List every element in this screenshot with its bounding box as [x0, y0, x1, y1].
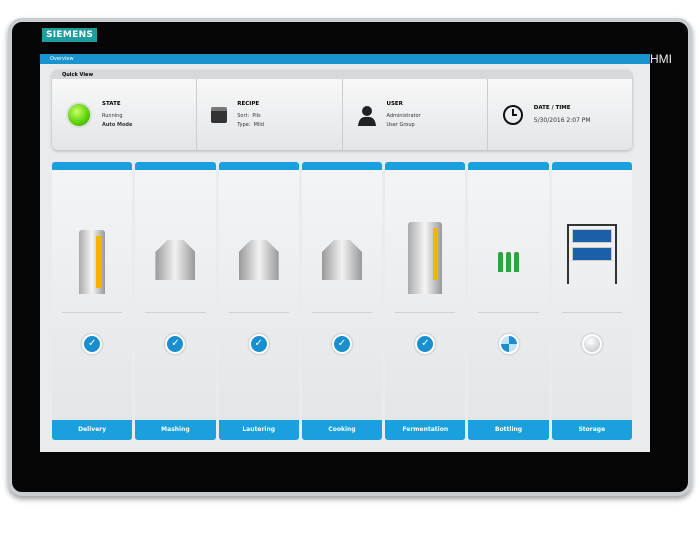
checkmark-icon: ✓	[165, 334, 186, 354]
recipe-cell[interactable]: RECIPE Sort: Pils Type: Mild	[197, 79, 343, 150]
equipment-illustration	[52, 184, 132, 294]
step-header	[301, 162, 383, 170]
equipment-illustration	[552, 184, 632, 294]
divider	[62, 312, 123, 313]
step-header	[52, 162, 133, 170]
divider	[145, 312, 206, 313]
quick-view-title: Quick View	[52, 70, 632, 79]
user-group: User Group	[386, 122, 415, 128]
recipe-drawer-icon	[211, 106, 228, 123]
datetime-title: DATE / TIME	[533, 105, 571, 111]
equipment-illustration	[385, 184, 465, 294]
step-delivery[interactable]: ✓ Delivery	[52, 162, 133, 440]
type-value: Mild	[253, 122, 264, 128]
user-name: Administrator	[386, 113, 421, 119]
checkmark-icon: ✓	[331, 334, 352, 354]
process-steps: ✓ Delivery ✓ Mashing ✓ Lautering ✓ Cooking ✓ Ferm…	[52, 162, 632, 440]
step-cooking[interactable]: ✓ Cooking	[301, 162, 383, 440]
state-title: STATE	[102, 101, 121, 107]
equipment-illustration	[135, 184, 215, 294]
equipment-illustration	[468, 184, 548, 294]
type-label: Type:	[237, 122, 251, 128]
step-header	[385, 162, 466, 170]
clock-icon	[502, 104, 523, 125]
divider	[395, 312, 456, 313]
state-running: Running	[102, 113, 123, 119]
quick-view-panel: Quick View STATE Running Auto Mode RECIP…	[52, 70, 632, 150]
sort-value: Pils	[252, 113, 261, 119]
hmi-screen: Overview Quick View STATE Running Auto M…	[40, 54, 650, 452]
hmi-panel: SIEMENS SIMATIC HMI Overview Quick View …	[8, 18, 692, 496]
datetime-value: 5/30/2016 2:07 PM	[533, 117, 591, 124]
state-cell: STATE Running Auto Mode	[52, 79, 198, 150]
step-button[interactable]: Lautering	[218, 420, 299, 440]
step-button[interactable]: Cooking	[301, 420, 383, 440]
checkmark-icon: ✓	[82, 334, 103, 354]
user-title: USER	[386, 101, 403, 107]
checkmark-icon: ✓	[415, 334, 436, 354]
divider	[478, 312, 539, 313]
siemens-logo: SIEMENS	[42, 28, 98, 42]
step-lautering[interactable]: ✓ Lautering	[218, 162, 299, 440]
state-mode: Auto Mode	[102, 122, 133, 128]
step-fermentation[interactable]: ✓ Fermentation	[385, 162, 466, 440]
page-title: Overview	[50, 56, 74, 62]
step-storage[interactable]: Storage	[551, 162, 632, 440]
running-icon	[498, 334, 519, 354]
step-button[interactable]: Fermentation	[385, 420, 466, 440]
step-button[interactable]: Delivery	[52, 420, 133, 440]
step-header	[135, 162, 216, 170]
divider	[561, 312, 622, 313]
divider	[311, 312, 373, 313]
user-cell[interactable]: USER Administrator User Group	[343, 79, 488, 150]
idle-icon	[581, 334, 602, 354]
step-button[interactable]: Storage	[551, 420, 632, 440]
user-icon	[357, 105, 376, 126]
datetime-cell: DATE / TIME 5/30/2016 2:07 PM	[488, 79, 632, 150]
state-indicator-icon	[66, 101, 92, 128]
equipment-illustration	[302, 184, 382, 294]
header-bar: Overview	[40, 54, 650, 64]
step-button[interactable]: Bottling	[468, 420, 549, 440]
step-button[interactable]: Mashing	[135, 420, 216, 440]
step-bottling[interactable]: Bottling	[468, 162, 549, 440]
step-mashing[interactable]: ✓ Mashing	[135, 162, 216, 440]
step-header	[218, 162, 299, 170]
sort-label: Sort:	[237, 113, 250, 119]
equipment-illustration	[219, 184, 299, 294]
recipe-title: RECIPE	[237, 101, 260, 107]
step-header	[551, 162, 632, 170]
checkmark-icon: ✓	[248, 334, 269, 354]
divider	[228, 312, 289, 313]
step-header	[468, 162, 549, 170]
